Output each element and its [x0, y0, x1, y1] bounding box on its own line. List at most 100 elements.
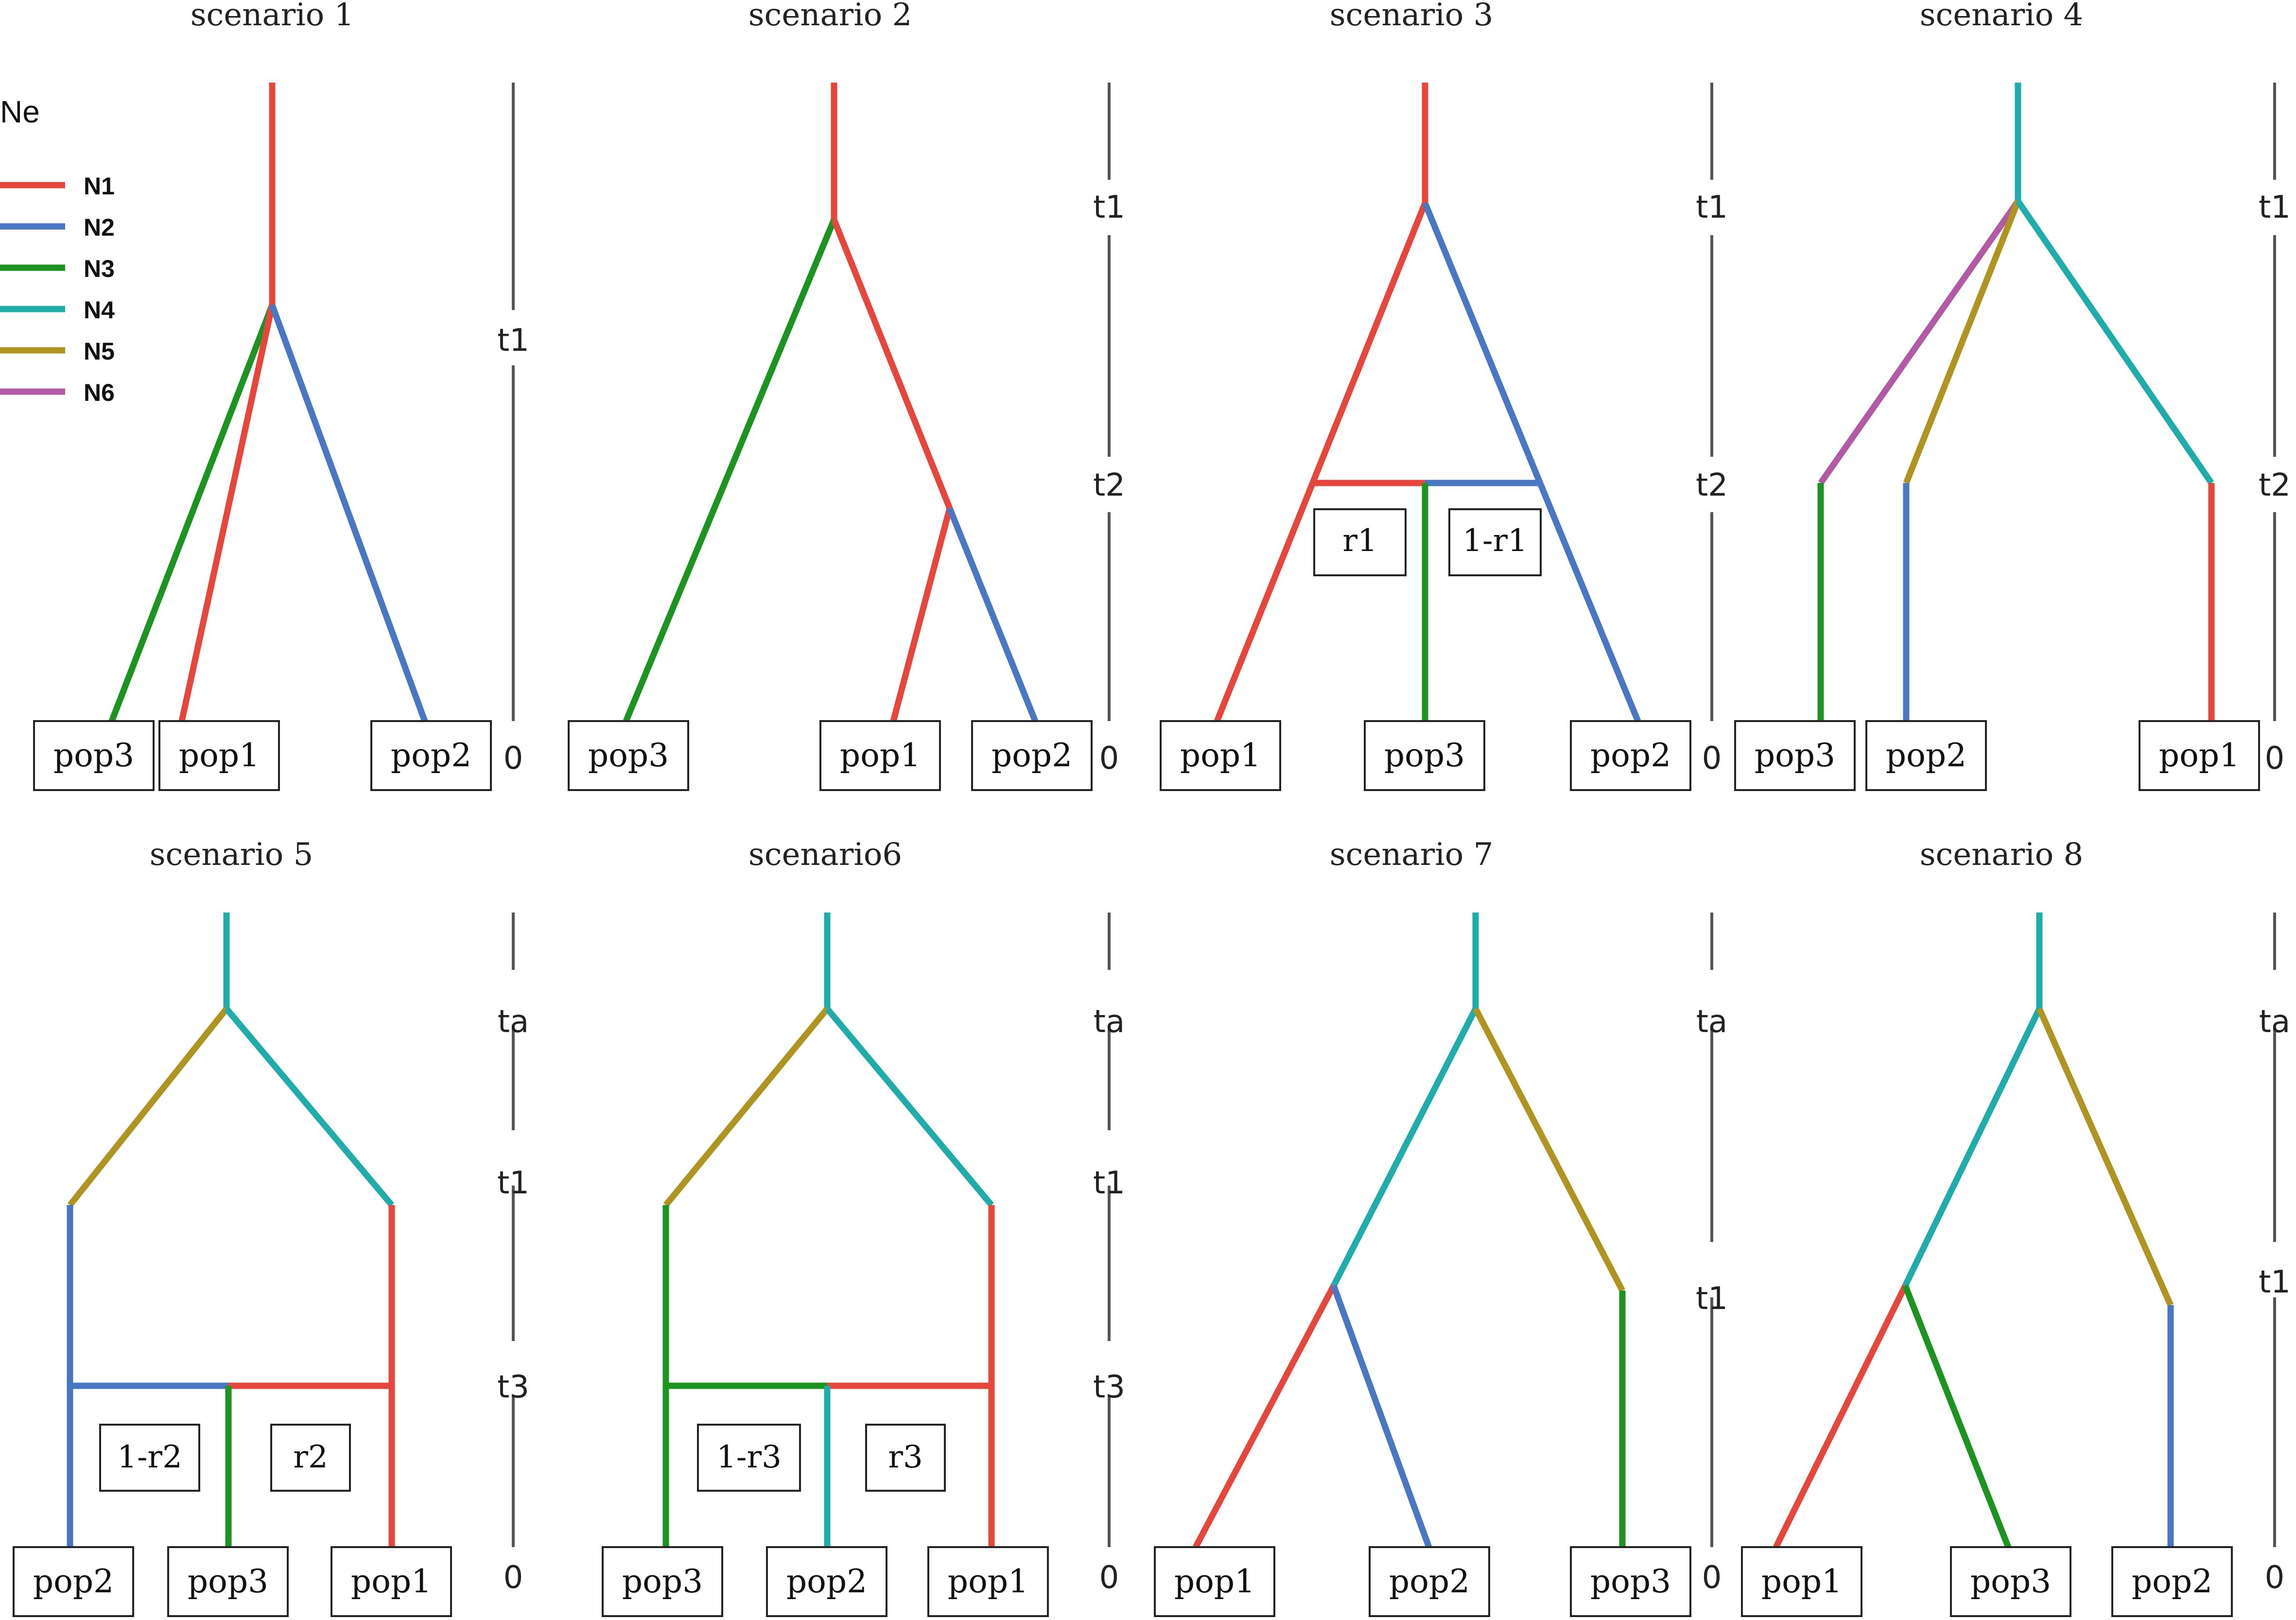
- branch-pop3: [623, 218, 837, 723]
- branch-pop1: [1214, 202, 1428, 723]
- time-label-t1: t1: [497, 323, 529, 359]
- pop-box: [1865, 720, 1987, 791]
- ratio-label: r1: [1342, 523, 1377, 559]
- time-label-0: 0: [504, 1560, 523, 1596]
- scenario-6: scenario6 1-r3 r3 ta t1 t3 0 pop3 pop2 p…: [602, 837, 1125, 1617]
- branch-right: [2015, 199, 2214, 485]
- ratio-box: [99, 1424, 200, 1492]
- branch-pop3: [108, 304, 276, 723]
- pop-label: pop1: [351, 1563, 432, 1600]
- pop-box: [370, 720, 492, 791]
- ratio-box: [1448, 508, 1542, 576]
- legend: Ne N1 N2 N3 N4 N5 N6: [0, 94, 115, 406]
- pop-box: [602, 1546, 723, 1617]
- legend-title: Ne: [0, 94, 40, 129]
- legend-item-n1: N1: [0, 172, 115, 200]
- legend-item-n3: N3: [0, 255, 115, 282]
- branch-right: [1473, 1007, 1625, 1293]
- scenario-title: scenario6: [748, 837, 902, 873]
- pop-box: [158, 720, 280, 791]
- legend-label-n4: N4: [84, 296, 115, 324]
- time-label-ta: ta: [1696, 1004, 1727, 1040]
- time-label-t1: t1: [1696, 190, 1728, 225]
- time-label-t1: t1: [1696, 1281, 1728, 1317]
- pop-box: [13, 1546, 134, 1617]
- branch-pop2: [269, 304, 428, 723]
- pop-box: [2111, 1546, 2233, 1617]
- scenario-title: scenario 1: [191, 0, 354, 33]
- pop-label: pop1: [840, 737, 921, 774]
- branch-left: [67, 1006, 229, 1207]
- scenario-8: scenario 8 ta t1 0 pop1 pop3 pop2: [1741, 837, 2291, 1617]
- pop-label: pop1: [1761, 1563, 1842, 1600]
- time-label-t3: t3: [1093, 1369, 1125, 1405]
- scenario-title: scenario 7: [1330, 837, 1494, 873]
- branch-pop3: [1902, 1284, 2012, 1549]
- legend-item-n2: N2: [0, 214, 115, 241]
- time-label-t1: t1: [1093, 190, 1125, 225]
- pop-label: pop2: [2132, 1563, 2212, 1600]
- branch-pop2: [1330, 1284, 1432, 1549]
- branch-internal: [1331, 1007, 1478, 1287]
- branch-internal: [1902, 1007, 2042, 1287]
- ratio-box: [1313, 508, 1407, 576]
- scenario-7: scenario 7 ta t1 0 pop1 pop2 pop3: [1154, 837, 1728, 1617]
- time-label-0: 0: [2265, 741, 2285, 776]
- legend-label-n5: N5: [84, 338, 115, 365]
- branch-left: [1818, 199, 2021, 485]
- time-label-0: 0: [1099, 741, 1119, 776]
- scenario-title: scenario 4: [1920, 0, 2084, 33]
- pop-box: [1154, 1546, 1275, 1617]
- time-label-t1: t1: [1093, 1165, 1125, 1201]
- scenario-3: scenario 3 r1 1-r1 t1 t2 0 pop1 pop3 pop…: [1160, 0, 1728, 791]
- pop-label: pop1: [1174, 1563, 1255, 1600]
- ratio-label: r2: [293, 1439, 328, 1475]
- ratio-box: [865, 1424, 946, 1492]
- branch-left: [663, 1006, 830, 1207]
- time-label-0: 0: [1702, 1560, 1722, 1596]
- branch-pop1: [1773, 1284, 1908, 1549]
- pop-box: [1734, 720, 1856, 791]
- legend-item-n5: N5: [0, 338, 115, 365]
- time-label-0: 0: [1702, 741, 1722, 776]
- pop-box: [33, 720, 155, 791]
- pop-label: pop1: [1180, 737, 1261, 774]
- scenario-4: scenario 4 t1 t2 0 pop3 pop2 pop1: [1734, 0, 2291, 791]
- time-label-ta: ta: [498, 1004, 529, 1040]
- pop-label: pop2: [391, 737, 471, 774]
- ratio-label: r3: [888, 1439, 922, 1475]
- branch-right: [224, 1006, 394, 1207]
- branch-pop1: [1193, 1284, 1337, 1549]
- scenario-1: scenario 1 t1 0 pop3 pop1 pop2: [33, 0, 529, 791]
- branch-internal: [831, 218, 953, 510]
- branch-pop1: [178, 304, 276, 722]
- ratio-box: [697, 1424, 801, 1492]
- time-label-t2: t2: [1696, 467, 1728, 503]
- time-label-t1: t1: [2259, 190, 2291, 225]
- pop-label: pop3: [588, 737, 669, 774]
- pop-box: [2139, 720, 2260, 791]
- pop-box: [568, 720, 689, 791]
- time-label-t2: t2: [1093, 467, 1125, 503]
- branch-right: [825, 1006, 994, 1207]
- legend-label-n3: N3: [84, 255, 115, 282]
- pop-label: pop2: [1389, 1563, 1470, 1600]
- pop-label: pop2: [33, 1563, 114, 1600]
- pop-label: pop3: [1970, 1563, 2051, 1600]
- pop-box: [1570, 1546, 1691, 1617]
- pop-box: [1570, 720, 1691, 791]
- scenario-title: scenario 3: [1330, 0, 1494, 33]
- pop-label: pop1: [948, 1563, 1028, 1600]
- time-label-0: 0: [504, 741, 523, 776]
- time-label-t2: t2: [2259, 467, 2291, 503]
- pop-box: [971, 720, 1093, 791]
- pop-box: [1369, 1546, 1490, 1617]
- time-label-0: 0: [1099, 1560, 1119, 1596]
- ratio-label: 1-r2: [117, 1439, 182, 1475]
- legend-label-n1: N1: [84, 172, 115, 200]
- scenario-5: scenario 5 1-r2 r2 ta t1 t3 0 pop2 pop3 …: [13, 837, 529, 1617]
- branch-middle: [1903, 200, 2021, 484]
- scenario-title: scenario 5: [150, 837, 313, 873]
- pop-box: [330, 1546, 452, 1617]
